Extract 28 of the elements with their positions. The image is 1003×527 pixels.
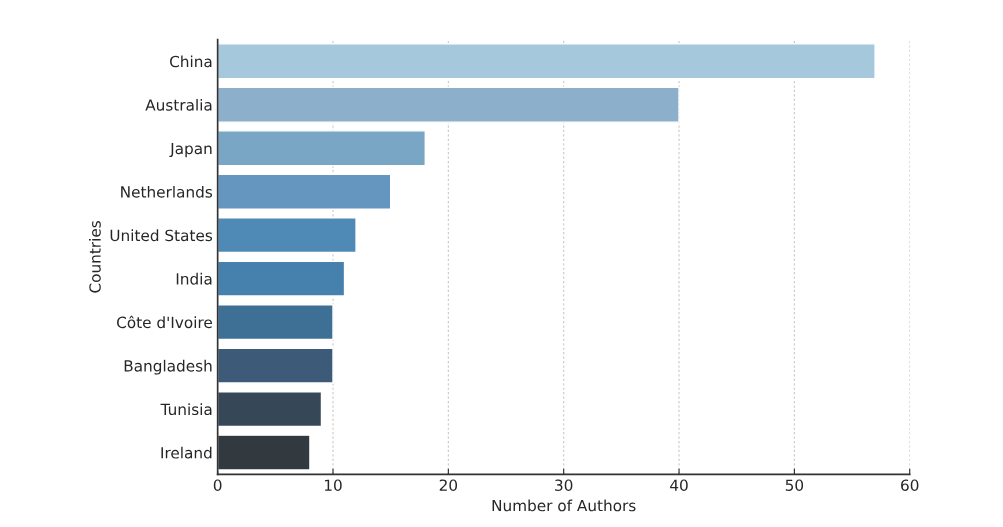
x-tick-label: 40 bbox=[670, 479, 688, 491]
y-tick-label: Netherlands bbox=[121, 185, 213, 198]
x-axis-title: Number of Authors bbox=[492, 499, 636, 512]
bar bbox=[217, 173, 392, 210]
x-tick-label: 60 bbox=[901, 479, 919, 491]
bar bbox=[217, 304, 334, 341]
bar bbox=[217, 347, 334, 384]
bar bbox=[217, 43, 876, 80]
y-tick-label: Australia bbox=[145, 98, 212, 111]
bar bbox=[217, 86, 680, 123]
y-tick-label: Bangladesh bbox=[124, 359, 212, 375]
bar bbox=[217, 260, 346, 297]
y-tick-label: Japan bbox=[169, 142, 212, 158]
x-tick-label: 0 bbox=[213, 479, 222, 491]
bar bbox=[217, 390, 323, 428]
x-tick-label: 10 bbox=[324, 479, 342, 491]
y-tick-label: Tunisia bbox=[160, 403, 212, 416]
y-axis-title: Countries bbox=[89, 221, 101, 293]
bar bbox=[217, 217, 357, 254]
y-tick-label: Côte d'Ivoire bbox=[117, 315, 212, 329]
y-tick-label: United States bbox=[110, 229, 213, 242]
x-tick-label: 20 bbox=[439, 479, 458, 491]
bar bbox=[217, 130, 426, 167]
y-tick-label: Ireland bbox=[161, 446, 212, 459]
y-tick-label: China bbox=[170, 55, 212, 68]
x-tick-label: 30 bbox=[555, 479, 573, 491]
x-tick-label: 50 bbox=[785, 479, 804, 491]
y-tick-label: India bbox=[176, 272, 212, 285]
